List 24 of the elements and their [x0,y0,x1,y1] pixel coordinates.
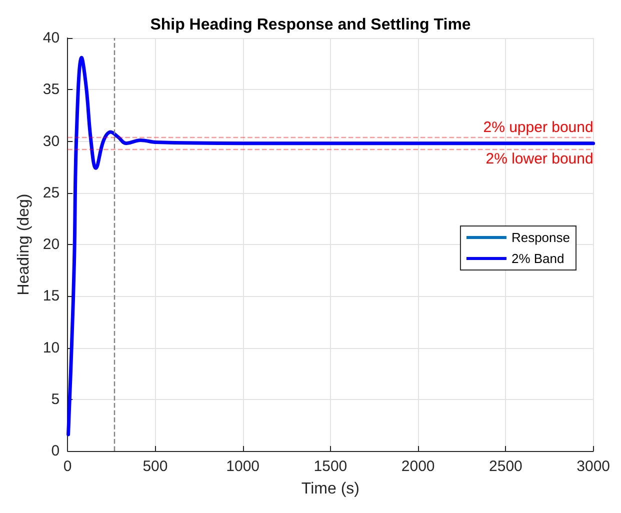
legend-label: 2% Band [511,251,564,266]
line-series [66,56,596,436]
ref-line-label: 2% upper bound [483,119,594,136]
x-tick-label: 2500 [489,458,522,475]
y-axis-title: Heading (deg) [16,194,32,296]
x-tick-label: 500 [142,458,168,475]
ref-line-label: 2% lower bound [486,150,594,168]
x-tick-label: 3000 [576,458,610,475]
y-tick-label: 40 [42,30,60,46]
chart-title: Ship Heading Response and Settling Time [150,16,471,34]
x-tick-label: 1500 [314,458,348,475]
legend-label: Response [511,230,570,245]
x-tick-label: 0 [63,458,72,475]
y-tick-label: 20 [42,236,60,253]
y-tick-label: 30 [42,132,60,150]
y-tick-label: 15 [42,288,60,305]
x-axis-title: Time (s) [301,480,360,498]
y-tick-label: 0 [51,442,60,460]
y-tick-label: 25 [42,184,60,202]
y-tick-label: 10 [42,339,60,356]
y-tick-label: 5 [51,390,60,408]
x-tick-label: 1000 [226,458,260,475]
y-tick-label: 35 [42,81,60,98]
x-tick-label: 2000 [401,458,435,475]
